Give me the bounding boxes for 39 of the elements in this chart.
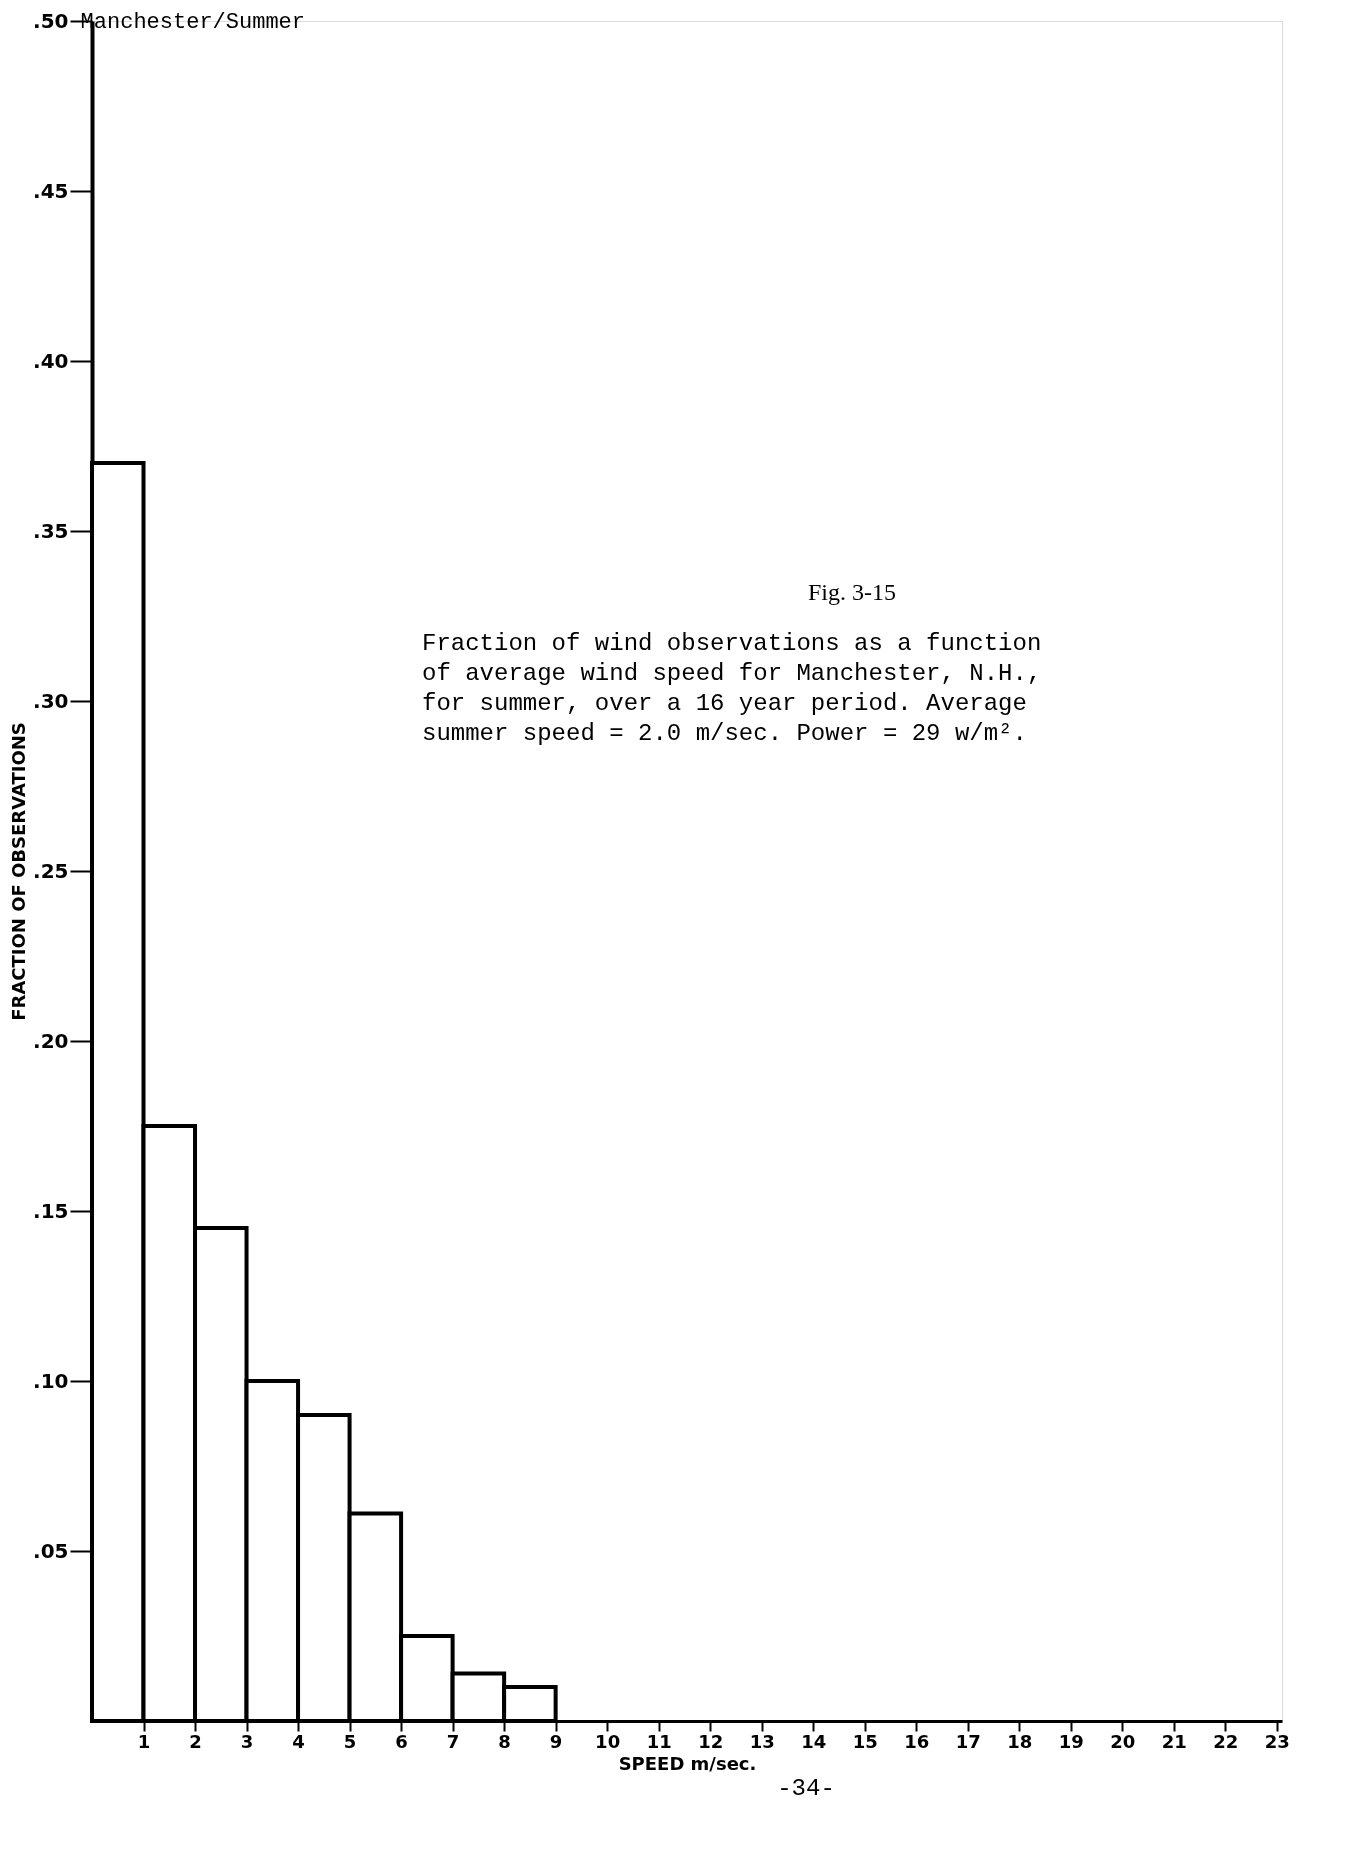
x-tick-label: 1 bbox=[137, 1730, 151, 1752]
y-tick-label: .05 bbox=[33, 1538, 69, 1563]
y-tick-label: .20 bbox=[33, 1028, 69, 1053]
x-tick-label: 21 bbox=[1161, 1730, 1187, 1752]
y-tick-label: .35 bbox=[33, 518, 69, 543]
y-tick-label: .40 bbox=[33, 348, 69, 373]
annotation: Fraction of wind observations as a function of average wind speed for Manchester, N.H., for summer, over a 16 year period. Average summer speed = 2.0 m/sec. Power = 29 w/m². bbox=[422, 630, 1042, 747]
y-tick-label: .15 bbox=[33, 1198, 69, 1223]
x-tick-label: 17 bbox=[955, 1730, 981, 1752]
y-tick-label: .30 bbox=[33, 688, 69, 713]
x-tick-label: 20 bbox=[1110, 1730, 1136, 1752]
x-tick-label: 12 bbox=[698, 1730, 724, 1752]
x-tick-label: 6 bbox=[395, 1730, 408, 1752]
text: -34- bbox=[777, 1775, 835, 1802]
x-tick-label: 22 bbox=[1213, 1730, 1239, 1752]
x-tick-label: 4 bbox=[292, 1730, 305, 1752]
x-tick-label: 8 bbox=[498, 1730, 511, 1752]
y-axis-title: FRACTION OF OBSERVATIONS bbox=[8, 722, 30, 1021]
annotation: Fig. 3-15 bbox=[807, 579, 897, 605]
chart-title: Manchester/Summer bbox=[80, 10, 306, 35]
x-tick-label: 5 bbox=[343, 1730, 357, 1752]
x-tick-label: 23 bbox=[1264, 1730, 1290, 1752]
x-tick-label: 19 bbox=[1058, 1730, 1084, 1752]
x-tick-label: 2 bbox=[189, 1730, 202, 1752]
x-tick-label: 9 bbox=[549, 1730, 563, 1752]
y-tick-label: .50 bbox=[33, 8, 69, 33]
x-tick-label: 15 bbox=[852, 1730, 878, 1752]
y-tick-label: .25 bbox=[33, 858, 69, 883]
x-tick-label: 11 bbox=[646, 1730, 672, 1752]
x-tick-label: 3 bbox=[240, 1730, 254, 1752]
x-tick-label: 16 bbox=[904, 1730, 930, 1752]
y-tick-label: .45 bbox=[33, 178, 69, 203]
x-axis-title: SPEED m/sec. bbox=[618, 1752, 757, 1774]
x-tick-label: 14 bbox=[801, 1730, 827, 1752]
x-tick-label: 10 bbox=[595, 1730, 621, 1752]
x-tick-label: 13 bbox=[749, 1730, 775, 1752]
y-tick-label: .10 bbox=[33, 1368, 69, 1393]
x-tick-label: 7 bbox=[446, 1730, 460, 1752]
x-tick-label: 18 bbox=[1007, 1730, 1033, 1752]
